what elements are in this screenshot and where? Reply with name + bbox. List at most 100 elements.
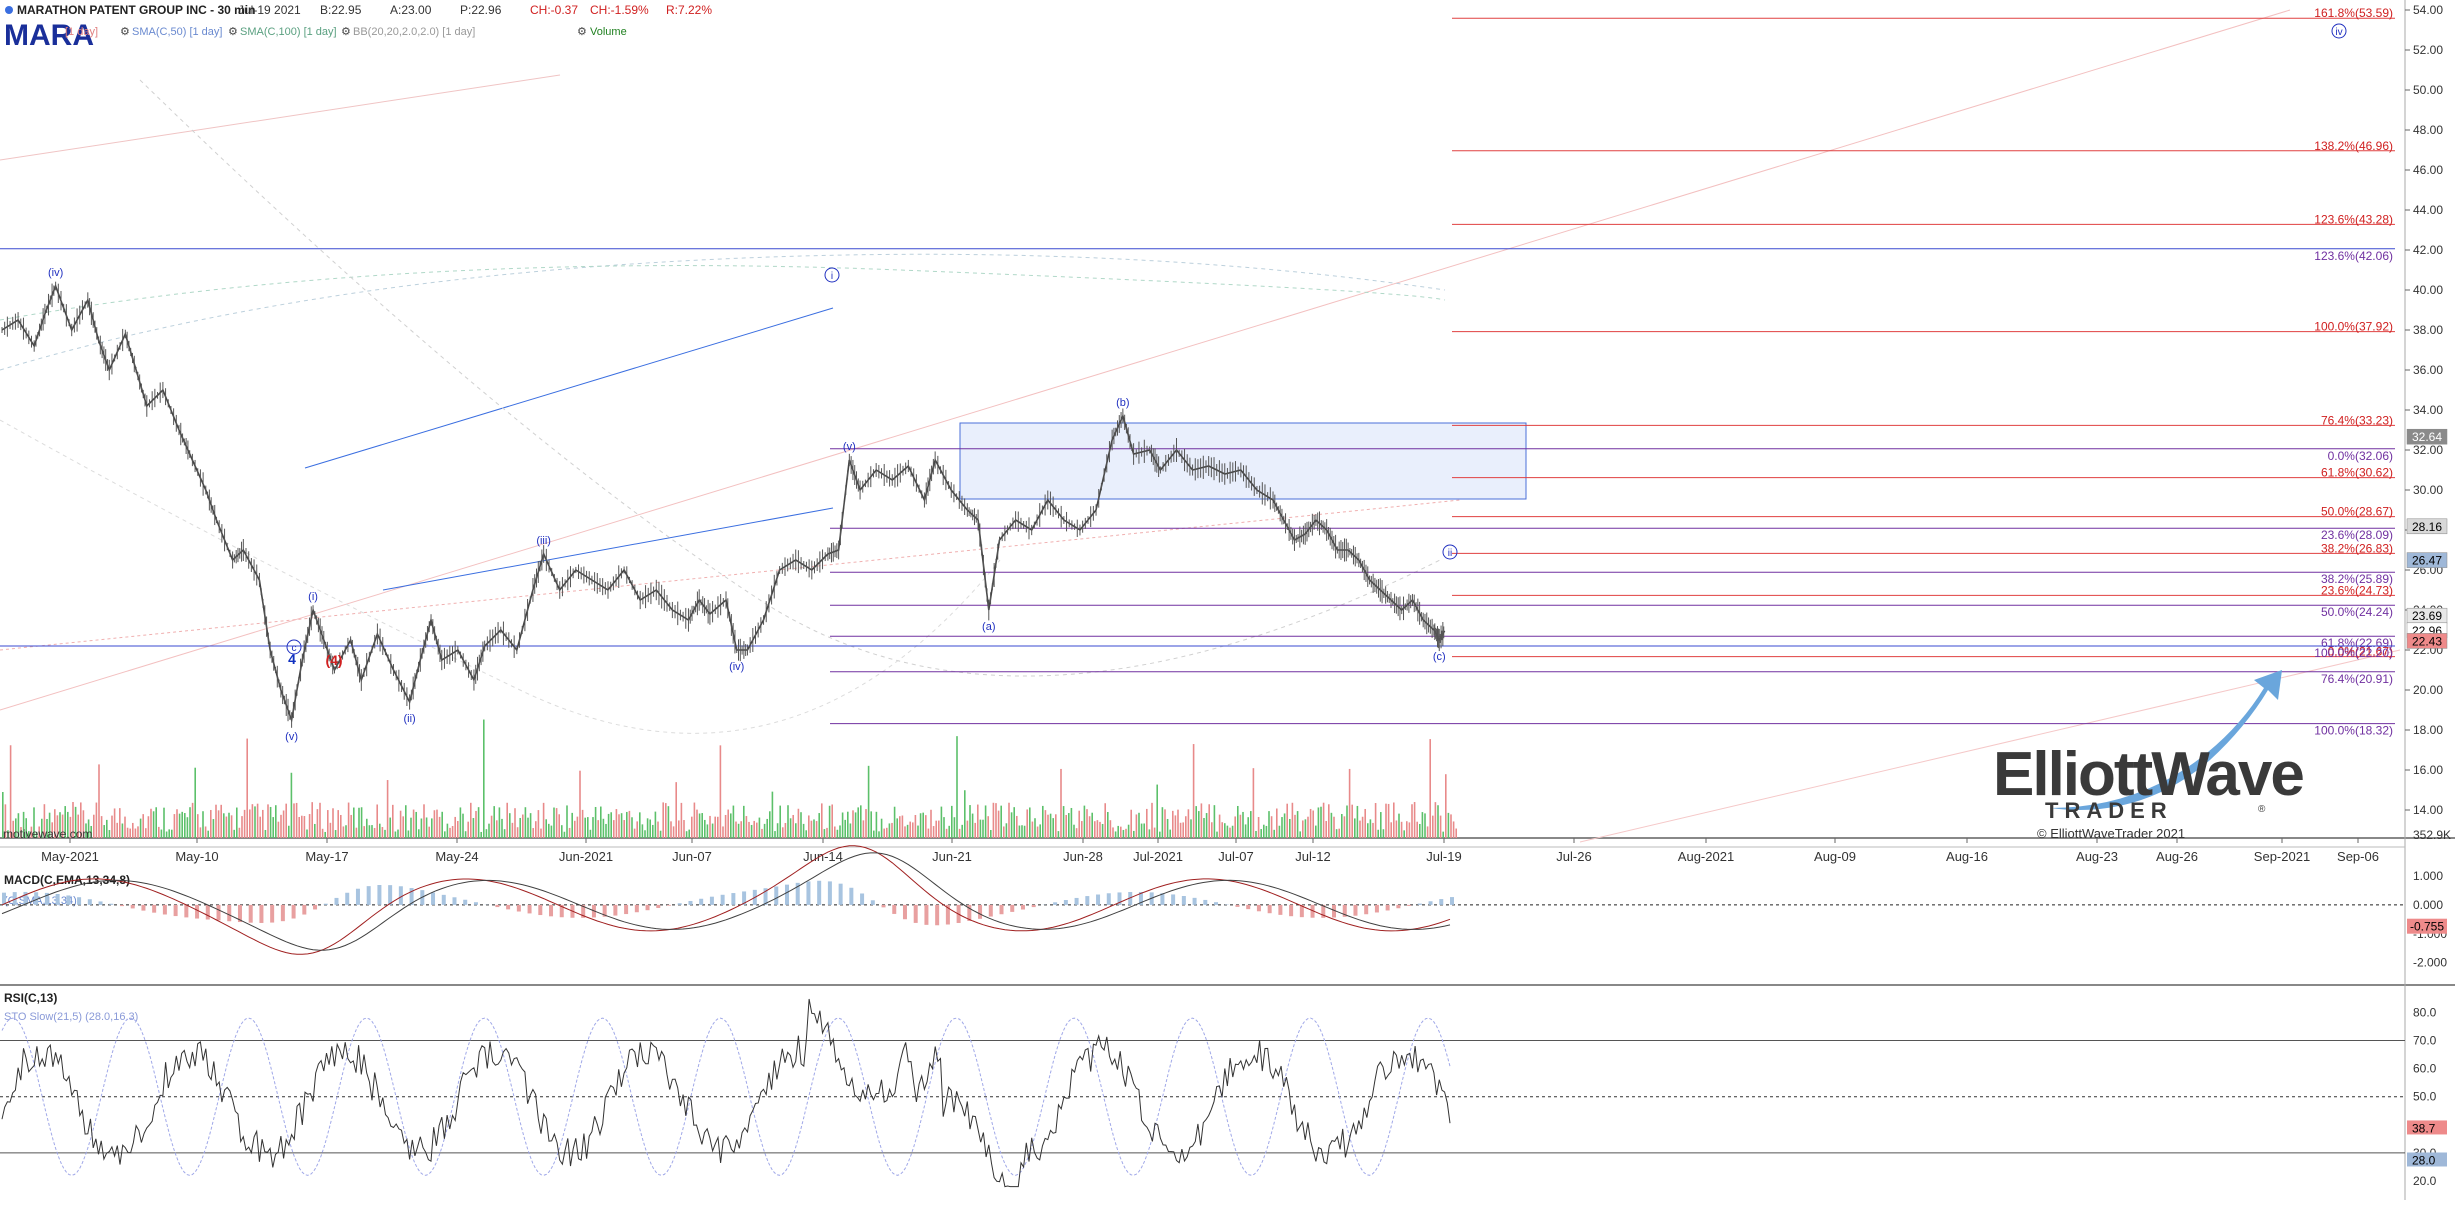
volume-bar: [759, 818, 761, 838]
volume-bar: [1393, 802, 1395, 838]
volume-bar: [1193, 744, 1195, 838]
volume-bar: [842, 812, 844, 838]
price-badge-label: 28.16: [2412, 520, 2442, 534]
indicator-sma100[interactable]: SMA(C,100) [1 day]: [240, 26, 337, 38]
x-tick-label: Jul-26: [1556, 849, 1591, 864]
volume-bar: [982, 820, 984, 838]
indicator-sma50[interactable]: SMA(C,50) [1 day]: [132, 26, 222, 38]
volume-bar: [946, 829, 948, 838]
volume-bar: [514, 808, 516, 838]
volume-bar: [1006, 823, 1008, 838]
volume-bar: [1175, 815, 1177, 838]
fib-label-red: 76.4%(33.23): [2321, 413, 2393, 427]
volume-bar: [1299, 831, 1301, 838]
volume-bar: [561, 825, 563, 838]
volume-bar: [1354, 818, 1356, 838]
volume-bar: [1063, 806, 1065, 838]
macd-histogram-bar: [206, 905, 210, 920]
volume-bar: [301, 816, 303, 838]
volume-bar: [132, 823, 134, 838]
volume-bar: [327, 810, 329, 838]
gear-icon[interactable]: ⚙: [120, 26, 130, 38]
volume-bar: [717, 817, 719, 838]
y-tick-label: 50.00: [2413, 83, 2443, 97]
volume-bar: [506, 803, 508, 838]
volume-bar: [499, 807, 501, 838]
indicator-volume[interactable]: Volume: [590, 26, 627, 38]
volume-bar: [527, 818, 529, 838]
volume-bar: [1442, 832, 1444, 838]
bid-value: B:22.95: [320, 3, 362, 17]
fib-label-red: 100.0%(37.92): [2314, 320, 2393, 334]
volume-bar: [1045, 810, 1047, 838]
volume-bar: [389, 818, 391, 838]
volume-bar: [109, 830, 111, 838]
macd-histogram-bar: [227, 905, 231, 921]
macd-histogram-bar: [656, 905, 660, 908]
volume-bar: [239, 828, 241, 838]
macd-histogram-bar: [1000, 905, 1004, 914]
volume-bar: [883, 829, 885, 838]
target-zone-box[interactable]: [960, 423, 1526, 499]
volume-bar: [1154, 828, 1156, 838]
x-tick-label: May-10: [175, 849, 218, 864]
volume-bar: [993, 803, 995, 838]
volume-bar: [111, 816, 113, 838]
volume-bar: [792, 815, 794, 838]
volume-bar: [837, 830, 839, 838]
macd-histogram-bar: [978, 905, 982, 919]
gear-icon[interactable]: ⚙: [341, 26, 351, 38]
volume-bar: [1255, 831, 1257, 838]
macd-histogram-bar: [217, 905, 221, 921]
volume-bar: [733, 806, 735, 838]
volume-bar: [418, 829, 420, 838]
volume-bar: [436, 810, 438, 838]
macd-histogram-bar: [871, 900, 875, 905]
macd-histogram-bar: [474, 902, 478, 905]
macd-tick-label: 1.000: [2413, 869, 2443, 883]
volume-bar: [1149, 829, 1151, 838]
indicator-bb[interactable]: BB(20,20,2.0,2.0) [1 day]: [353, 26, 475, 38]
volume-bar: [738, 824, 740, 838]
volume-bar: [998, 811, 1000, 838]
volume-bar: [93, 815, 95, 838]
volume-bar: [1159, 832, 1161, 838]
volume-bar: [761, 829, 763, 838]
volume-bar: [512, 823, 514, 838]
volume-bar: [959, 829, 961, 838]
volume-bar: [1008, 803, 1010, 838]
gear-icon[interactable]: ⚙: [577, 26, 587, 38]
chart-date: Jul-19 2021: [238, 3, 301, 17]
volume-bar: [592, 817, 594, 838]
gear-icon[interactable]: ⚙: [228, 26, 238, 38]
macd-histogram-bar: [281, 905, 285, 921]
volume-bar: [1294, 815, 1296, 838]
volume-bar: [1349, 769, 1351, 838]
macd-histogram-bar: [184, 905, 188, 918]
y-tick-label: 40.00: [2413, 283, 2443, 297]
volume-bar: [174, 814, 176, 838]
volume-bar: [1034, 818, 1036, 838]
volume-bar: [1065, 815, 1067, 838]
volume-bar: [1195, 806, 1197, 838]
volume-bar: [764, 824, 766, 838]
ask-value: A:23.00: [390, 3, 432, 17]
volume-bar: [262, 810, 264, 838]
volume-bar: [1091, 813, 1093, 838]
volume-bar: [374, 828, 376, 838]
wave-label: (iv): [48, 267, 63, 279]
indicator-0[interactable]: [1 day]: [65, 26, 98, 38]
volume-bar: [868, 766, 870, 838]
volume-bar: [540, 829, 542, 838]
price-badge-label: 23.69: [2412, 609, 2442, 623]
volume-bar: [285, 804, 287, 838]
volume-bar: [304, 816, 306, 838]
volume-bar: [995, 803, 997, 838]
volume-bar: [915, 815, 917, 838]
y-tick-label: 36.00: [2413, 363, 2443, 377]
volume-bar: [1289, 819, 1291, 838]
volume-bar: [623, 820, 625, 838]
volume-bar: [816, 821, 818, 838]
volume-bar: [1268, 811, 1270, 838]
